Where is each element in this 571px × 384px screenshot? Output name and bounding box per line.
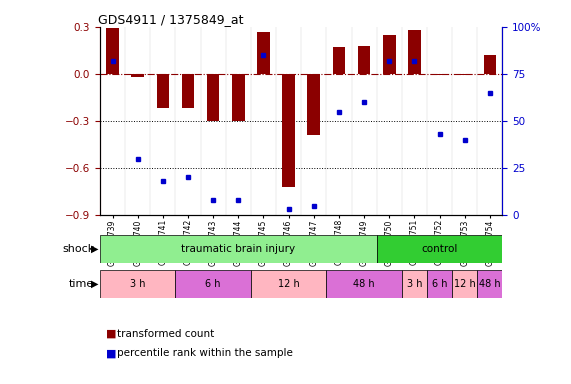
Text: ■: ■ xyxy=(106,329,116,339)
Bar xyxy=(207,74,219,121)
Bar xyxy=(175,270,251,298)
Bar xyxy=(131,74,144,77)
Text: transformed count: transformed count xyxy=(117,329,214,339)
Bar xyxy=(452,270,477,298)
Text: 6 h: 6 h xyxy=(206,279,221,289)
Text: time: time xyxy=(69,279,94,289)
Bar xyxy=(377,235,502,263)
Bar xyxy=(408,30,421,74)
Text: 3 h: 3 h xyxy=(130,279,146,289)
Text: 48 h: 48 h xyxy=(353,279,375,289)
Bar xyxy=(251,270,327,298)
Bar xyxy=(100,235,377,263)
Text: 6 h: 6 h xyxy=(432,279,447,289)
Bar xyxy=(308,74,320,135)
Bar xyxy=(282,74,295,187)
Text: 12 h: 12 h xyxy=(278,279,300,289)
Bar xyxy=(232,74,244,121)
Bar xyxy=(433,74,446,76)
Bar xyxy=(383,35,396,74)
Bar xyxy=(106,28,119,74)
Text: shock: shock xyxy=(62,244,94,254)
Text: percentile rank within the sample: percentile rank within the sample xyxy=(117,348,293,358)
Text: 3 h: 3 h xyxy=(407,279,422,289)
Text: GDS4911 / 1375849_at: GDS4911 / 1375849_at xyxy=(98,13,243,26)
Bar xyxy=(182,74,194,108)
Text: 48 h: 48 h xyxy=(479,279,501,289)
Text: 12 h: 12 h xyxy=(454,279,476,289)
Bar xyxy=(333,47,345,74)
Text: ▶: ▶ xyxy=(91,279,99,289)
Text: control: control xyxy=(421,244,458,254)
Bar xyxy=(358,46,371,74)
Text: ▶: ▶ xyxy=(91,244,99,254)
Bar xyxy=(427,270,452,298)
Bar xyxy=(477,270,502,298)
Bar xyxy=(257,31,270,74)
Bar xyxy=(156,74,169,108)
Text: ■: ■ xyxy=(106,348,116,358)
Bar xyxy=(459,74,471,76)
Text: traumatic brain injury: traumatic brain injury xyxy=(181,244,295,254)
Bar xyxy=(100,270,175,298)
Bar xyxy=(484,55,496,74)
Bar xyxy=(402,270,427,298)
Bar xyxy=(327,270,402,298)
